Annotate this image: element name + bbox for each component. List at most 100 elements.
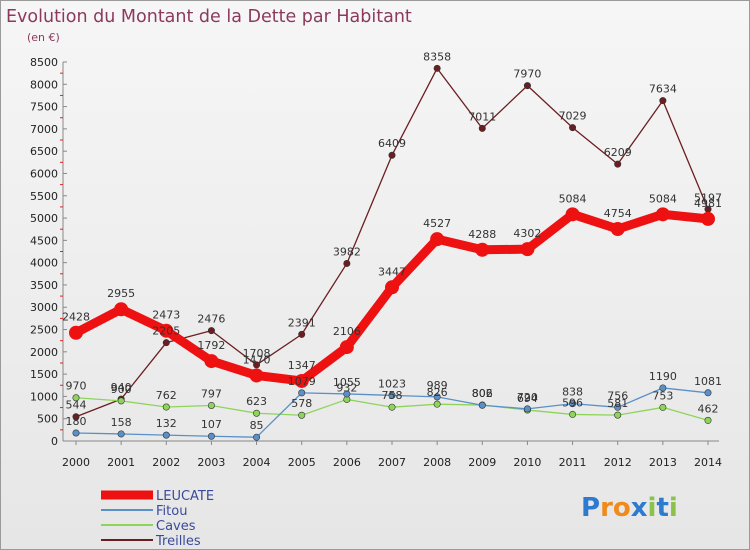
- data-label: 578: [291, 397, 312, 410]
- series-line: [75, 67, 709, 418]
- data-label: 1708: [243, 347, 271, 360]
- data-point: [704, 389, 712, 397]
- data-label: 826: [427, 386, 448, 399]
- data-point: [162, 403, 170, 411]
- data-label: 932: [336, 381, 357, 394]
- data-label: 838: [562, 386, 583, 399]
- data-point: [204, 354, 219, 369]
- y-tick-label: 2500: [30, 324, 58, 337]
- data-label: 2473: [152, 309, 180, 322]
- data-point: [478, 401, 486, 409]
- chart-title: Evolution du Montant de la Dette par Hab…: [6, 7, 412, 27]
- data-label: 797: [201, 387, 222, 400]
- x-tick-label: 2004: [243, 456, 271, 469]
- data-label: 158: [111, 416, 132, 429]
- data-label: 5084: [649, 192, 677, 205]
- data-label: 989: [427, 379, 448, 392]
- data-point: [253, 433, 261, 441]
- legend-item-leucate: LEUCATE: [101, 489, 214, 504]
- data-label: 6209: [604, 146, 632, 159]
- series-leucate: [69, 207, 715, 388]
- data-point: [253, 361, 261, 369]
- data-point: [433, 64, 441, 72]
- legend-item-treilles: Treilles: [101, 534, 201, 549]
- data-label: 4527: [423, 217, 451, 230]
- data-label: 2955: [107, 287, 135, 300]
- data-label: 7634: [649, 83, 677, 96]
- y-tick-label: 5000: [30, 212, 58, 225]
- data-label: 1470: [243, 353, 271, 366]
- data-label: 7970: [513, 68, 541, 81]
- data-point: [72, 413, 80, 421]
- series-line: [73, 209, 709, 386]
- data-label: 4754: [604, 207, 632, 220]
- data-label: 720: [517, 391, 538, 404]
- y-tick-label: 1000: [30, 390, 58, 403]
- data-point: [475, 242, 490, 257]
- series-layer: [69, 64, 715, 441]
- data-label: 5084: [559, 192, 587, 205]
- data-point: [249, 368, 264, 383]
- y-tick-label: 8000: [30, 78, 58, 91]
- data-point: [385, 280, 399, 295]
- data-point: [207, 327, 215, 335]
- y-tick-label: 7000: [30, 123, 58, 136]
- data-point: [430, 232, 445, 247]
- data-label: 2476: [197, 313, 225, 326]
- data-point: [114, 302, 129, 317]
- data-label: 756: [607, 389, 628, 402]
- data-label: 462: [698, 402, 719, 415]
- data-point: [72, 429, 80, 437]
- data-point: [565, 207, 580, 222]
- legend-label: Caves: [156, 519, 196, 534]
- data-label: 132: [156, 417, 177, 430]
- x-tick-label: 2005: [288, 456, 316, 469]
- data-point: [207, 432, 215, 440]
- data-label: 596: [562, 396, 583, 409]
- data-point: [343, 259, 351, 267]
- data-point: [343, 390, 351, 398]
- data-point: [655, 207, 670, 222]
- legend-item-fitou: Fitou: [101, 504, 187, 519]
- data-point: [339, 340, 354, 355]
- proxiti-logo: Proxiti: [581, 493, 678, 523]
- data-label: 1079: [288, 375, 316, 388]
- data-point: [117, 397, 125, 405]
- x-tick-label: 2010: [513, 456, 541, 469]
- data-label: 3447: [378, 265, 406, 278]
- data-label: 806: [472, 387, 493, 400]
- data-point: [659, 403, 667, 411]
- data-point: [704, 416, 712, 424]
- data-label: 85: [250, 419, 264, 432]
- data-point: [523, 405, 531, 413]
- data-point: [117, 430, 125, 438]
- data-point: [69, 325, 83, 340]
- x-tick-label: 2007: [378, 456, 406, 469]
- y-tick-label: 4500: [30, 234, 58, 247]
- data-label: 1190: [649, 370, 677, 383]
- data-point: [298, 389, 306, 397]
- data-point: [253, 409, 261, 417]
- data-label: 4981: [694, 197, 722, 210]
- data-point: [159, 323, 174, 338]
- chart-subtitle: (en €): [27, 31, 60, 44]
- data-point: [478, 124, 486, 132]
- data-point: [614, 411, 622, 419]
- data-label: 4302: [513, 227, 541, 240]
- data-label: 2106: [333, 325, 361, 338]
- data-point: [614, 403, 622, 411]
- x-tick-label: 2002: [152, 456, 180, 469]
- data-label: 107: [201, 418, 222, 431]
- y-tick-label: 4000: [30, 257, 58, 270]
- data-label: 762: [156, 389, 177, 402]
- data-label: 1347: [288, 359, 316, 372]
- x-tick-label: 2014: [694, 456, 722, 469]
- brand-text: Proxiti: [581, 493, 678, 523]
- data-label: 1792: [197, 339, 225, 352]
- data-point: [298, 411, 306, 419]
- legend-label: LEUCATE: [156, 489, 214, 504]
- data-label: 970: [66, 380, 87, 393]
- data-label: 940: [111, 381, 132, 394]
- series-caves: [72, 394, 712, 424]
